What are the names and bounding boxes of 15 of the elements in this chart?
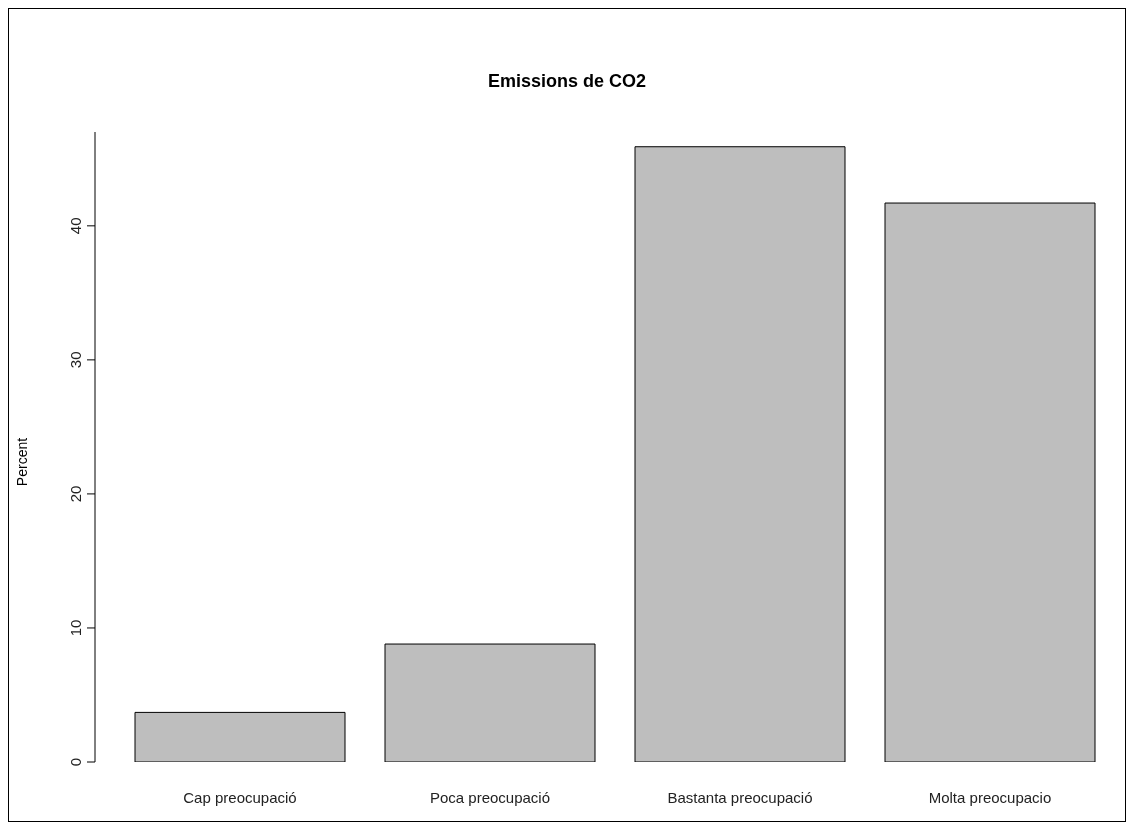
bar	[884, 202, 1096, 762]
y-tick-label: 40	[67, 217, 84, 235]
x-tick-label: Molta preocupacio	[928, 788, 1052, 806]
y-tick-label: 20	[67, 485, 84, 503]
bar	[384, 643, 596, 762]
y-tick-label: 30	[67, 351, 84, 369]
x-tick-label: Poca preocupació	[429, 788, 551, 806]
y-tick-label: 0	[67, 757, 84, 767]
y-tick-label: 10	[67, 619, 84, 637]
y-axis-title: Percent	[14, 436, 30, 489]
bar	[134, 711, 346, 762]
x-tick-label: Cap preocupació	[183, 788, 297, 806]
chart-title: Emissions de CO2	[486, 71, 648, 92]
x-tick-label: Bastanta preocupació	[667, 788, 813, 806]
bar	[634, 146, 846, 762]
